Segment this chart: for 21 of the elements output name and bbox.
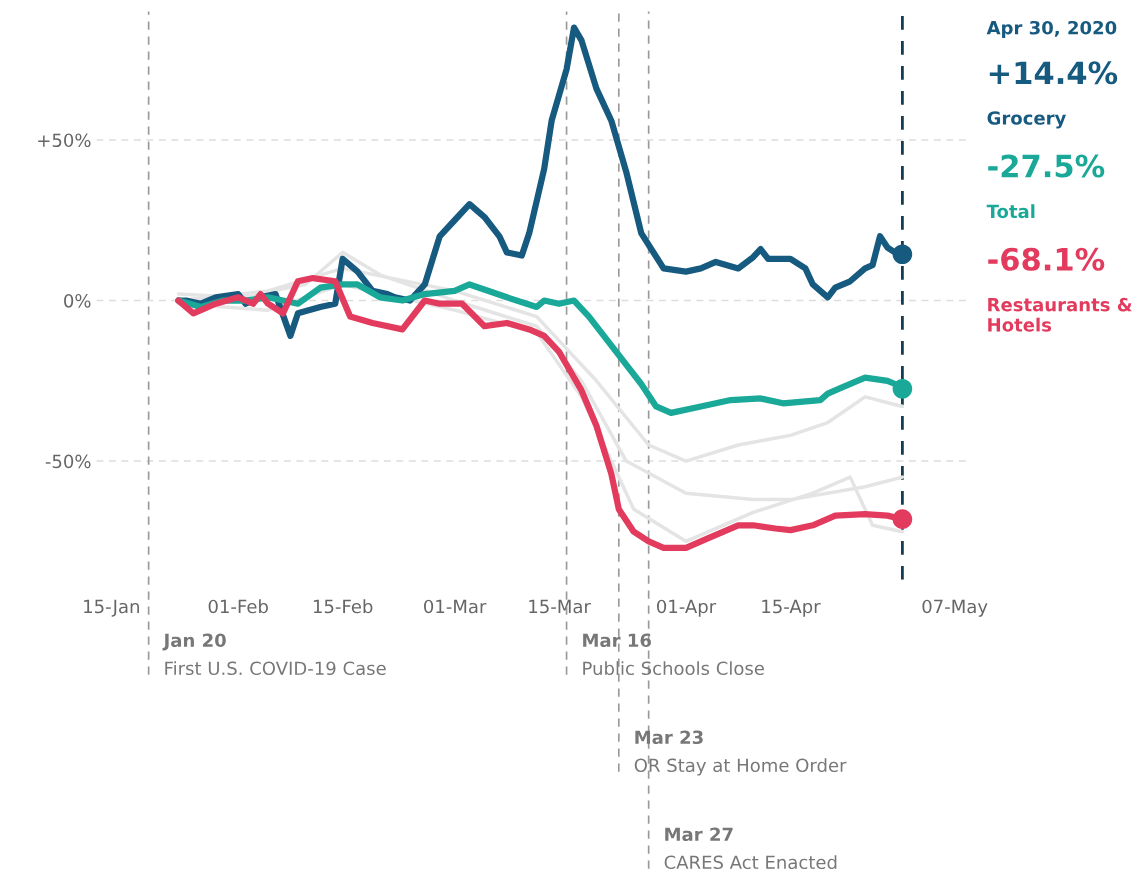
text: Restaurants & Hotels bbox=[988, 297, 1132, 332]
ref-line-label: Jan 20 First U.S. COVID-19 Case bbox=[162, 633, 386, 676]
x-tick-label: 15-Mar bbox=[529, 599, 591, 614]
x-tick-label: 15-Apr bbox=[762, 599, 821, 617]
x-tick-label: 01-Feb bbox=[208, 599, 268, 614]
x-tick-label: 01-Mar bbox=[424, 599, 487, 614]
x-tick-label: 15-Jan bbox=[84, 599, 139, 617]
text: -27.5% bbox=[988, 154, 1105, 178]
y-tick-label: +50% bbox=[38, 133, 91, 148]
x-tick-label: 07-May bbox=[922, 599, 988, 617]
x-tick-label: 01-Apr bbox=[657, 599, 717, 617]
y-tick-label: 0% bbox=[64, 293, 91, 308]
text: Apr 30, 2020 bbox=[986, 20, 1117, 39]
x-tick-label: 15-Feb bbox=[313, 599, 373, 614]
text: Grocery bbox=[987, 111, 1066, 129]
y-tick-label: -50% bbox=[45, 454, 91, 469]
text: Total bbox=[986, 204, 1035, 219]
ref-line-label: Mar 23 OR Stay at Home Order bbox=[634, 730, 847, 776]
text: +14.4% bbox=[989, 61, 1118, 85]
text: -68.1% bbox=[988, 247, 1105, 271]
ref-line-label: Mar 27 CARES Act Enacted bbox=[664, 827, 837, 870]
